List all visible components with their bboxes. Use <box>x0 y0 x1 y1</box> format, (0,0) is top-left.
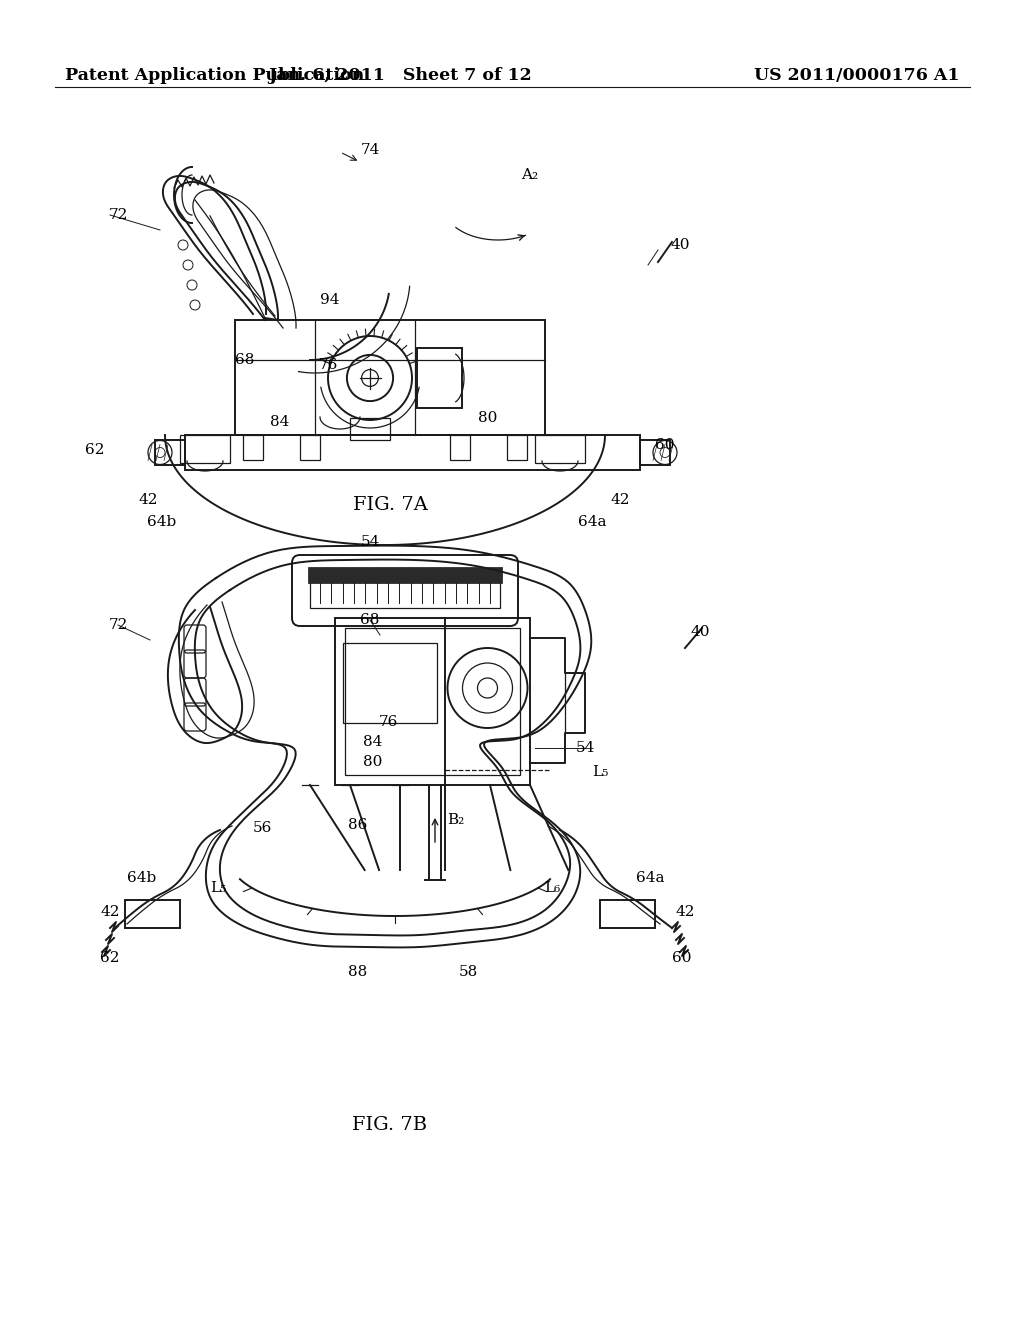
Bar <box>180 436 230 463</box>
Bar <box>335 618 530 785</box>
Text: 86: 86 <box>348 818 368 832</box>
Bar <box>535 436 585 463</box>
Bar <box>640 440 670 465</box>
Text: L₆: L₆ <box>544 880 560 895</box>
Text: 94: 94 <box>321 293 340 308</box>
Bar <box>185 436 640 470</box>
Text: 40: 40 <box>690 624 710 639</box>
Bar <box>243 436 263 459</box>
Text: 42: 42 <box>675 906 694 919</box>
Text: 72: 72 <box>109 618 128 632</box>
Text: 68: 68 <box>236 352 255 367</box>
Bar <box>234 319 545 436</box>
Text: 42: 42 <box>610 492 630 507</box>
Bar <box>308 568 502 583</box>
Bar <box>350 418 390 440</box>
Text: 54: 54 <box>575 741 595 755</box>
Bar <box>343 643 437 723</box>
Text: B₂: B₂ <box>447 813 465 828</box>
Text: 76: 76 <box>378 715 397 729</box>
Bar <box>155 440 185 465</box>
Text: 62: 62 <box>85 444 104 457</box>
Text: 80: 80 <box>364 755 383 770</box>
Bar <box>507 436 527 459</box>
Text: 72: 72 <box>109 209 128 222</box>
Text: 56: 56 <box>252 821 271 836</box>
Text: Patent Application Publication: Patent Application Publication <box>65 66 365 83</box>
Bar <box>125 900 180 928</box>
Text: 68: 68 <box>360 612 380 627</box>
Text: L₅: L₅ <box>592 766 608 779</box>
Text: 54: 54 <box>360 535 380 549</box>
Text: 84: 84 <box>270 414 290 429</box>
Bar <box>310 570 500 609</box>
Text: 76: 76 <box>318 358 338 372</box>
Text: 42: 42 <box>100 906 120 919</box>
Text: 64a: 64a <box>636 871 665 884</box>
Text: 40: 40 <box>671 238 690 252</box>
Text: 60: 60 <box>655 438 675 451</box>
Text: 80: 80 <box>478 411 498 425</box>
Text: 62: 62 <box>100 950 120 965</box>
Text: US 2011/0000176 A1: US 2011/0000176 A1 <box>755 66 961 83</box>
Text: FIG. 7B: FIG. 7B <box>352 1115 428 1134</box>
Bar <box>345 628 520 775</box>
Bar <box>450 436 470 459</box>
Bar <box>300 436 319 459</box>
Text: Jan. 6, 2011   Sheet 7 of 12: Jan. 6, 2011 Sheet 7 of 12 <box>268 66 531 83</box>
Text: 58: 58 <box>459 965 477 979</box>
Text: 42: 42 <box>138 492 158 507</box>
Text: FIG. 7A: FIG. 7A <box>352 496 427 513</box>
Bar <box>600 900 655 928</box>
Text: 84: 84 <box>364 735 383 748</box>
Text: 64b: 64b <box>127 871 157 884</box>
Text: 64a: 64a <box>578 515 606 529</box>
Text: 64b: 64b <box>147 515 176 529</box>
Text: A₂: A₂ <box>521 168 539 182</box>
Text: 60: 60 <box>672 950 692 965</box>
Text: L₅: L₅ <box>210 880 226 895</box>
Text: 88: 88 <box>348 965 368 979</box>
Bar <box>417 348 462 408</box>
Text: 74: 74 <box>360 143 380 157</box>
